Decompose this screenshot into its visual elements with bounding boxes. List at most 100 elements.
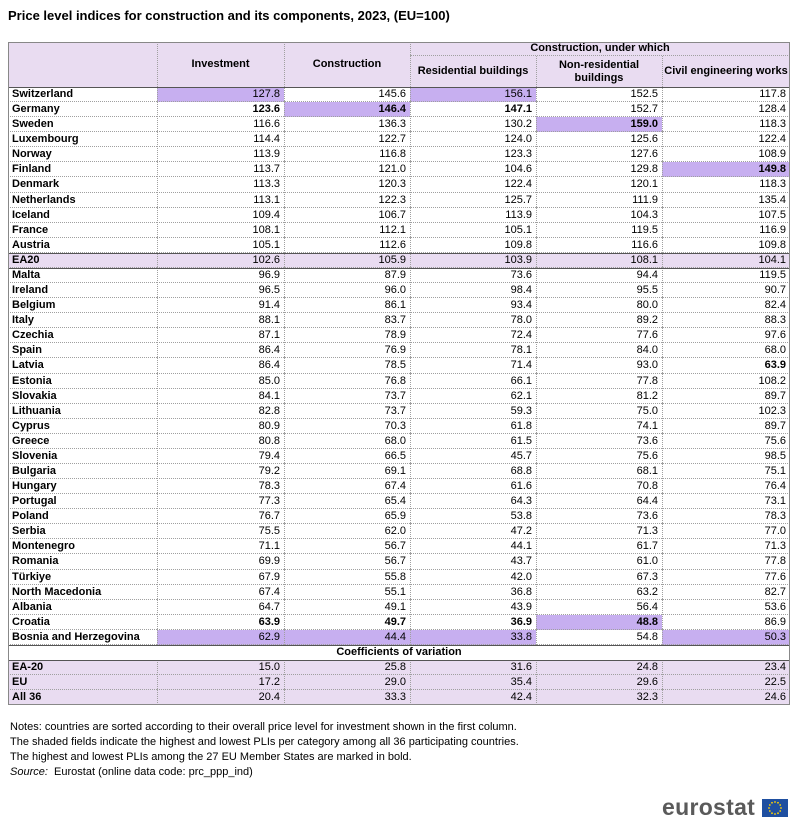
row-label: Croatia	[8, 615, 157, 630]
value-cell: 80.9	[157, 419, 284, 434]
value-cell: 64.7	[157, 600, 284, 615]
value-cell: 56.7	[284, 539, 410, 555]
row-label: Slovakia	[8, 389, 157, 404]
row-label: Bosnia and Herzegovina	[8, 630, 157, 645]
value-cell: 56.7	[284, 554, 410, 570]
value-cell: 77.3	[157, 494, 284, 510]
value-cell: 93.0	[536, 358, 662, 374]
value-cell: 116.6	[536, 238, 662, 253]
value-cell: 149.8	[662, 162, 790, 178]
value-cell: 82.4	[662, 298, 790, 314]
value-cell: 113.3	[157, 177, 284, 193]
star	[780, 807, 782, 809]
value-cell: 94.4	[536, 268, 662, 284]
value-cell: 102.6	[157, 252, 284, 268]
value-cell: 107.5	[662, 208, 790, 223]
value-cell: 108.2	[662, 374, 790, 389]
value-cell: 55.8	[284, 570, 410, 585]
value-cell: 64.4	[536, 494, 662, 510]
row-label: EA-20	[8, 660, 157, 676]
column-header: Investment	[191, 58, 250, 70]
value-cell: 152.7	[536, 102, 662, 118]
row-label: Romania	[8, 554, 157, 570]
value-cell: 81.2	[536, 389, 662, 404]
value-cell: 22.5	[662, 675, 790, 691]
column-line	[284, 42, 285, 645]
value-cell: 67.3	[536, 570, 662, 585]
star	[771, 801, 773, 804]
value-cell: 49.1	[284, 600, 410, 615]
value-cell: 49.7	[284, 615, 410, 630]
value-cell: 125.7	[410, 193, 536, 208]
rule	[8, 267, 790, 269]
value-cell: 76.9	[284, 343, 410, 359]
value-cell: 105.1	[157, 238, 284, 253]
value-cell: 104.6	[410, 162, 536, 178]
value-cell: 127.8	[157, 87, 284, 103]
value-cell: 109.8	[662, 238, 790, 253]
value-cell: 61.0	[536, 554, 662, 570]
value-cell: 122.4	[662, 132, 790, 148]
value-cell: 117.8	[662, 87, 790, 103]
value-cell: 76.7	[157, 509, 284, 525]
note: Notes: countries are sorted according to…	[10, 721, 517, 733]
value-cell: 103.9	[410, 252, 536, 268]
value-cell: 73.7	[284, 389, 410, 404]
value-cell: 95.5	[536, 283, 662, 299]
value-cell: 105.9	[284, 252, 410, 268]
rule	[8, 660, 790, 662]
star	[768, 807, 770, 809]
value-cell: 122.7	[284, 132, 410, 148]
header-bg	[8, 42, 790, 87]
value-cell: 71.4	[410, 358, 536, 374]
value-cell: 76.8	[284, 374, 410, 389]
value-cell: 29.6	[536, 675, 662, 691]
value-cell: 91.4	[157, 298, 284, 314]
value-cell: 145.6	[284, 87, 410, 103]
value-cell: 128.4	[662, 102, 790, 118]
value-cell: 127.6	[536, 147, 662, 163]
value-cell: 36.8	[410, 585, 536, 600]
value-cell: 125.6	[536, 132, 662, 148]
value-cell: 64.3	[410, 494, 536, 510]
value-cell: 120.1	[536, 177, 662, 193]
star	[779, 804, 782, 806]
row-label: Switzerland	[8, 87, 157, 103]
row-label: Montenegro	[8, 539, 157, 555]
source-label: Source:	[10, 766, 48, 778]
value-cell: 71.3	[662, 539, 790, 555]
value-cell: 129.8	[536, 162, 662, 178]
value-cell: 54.8	[536, 630, 662, 645]
row-label: Hungary	[8, 479, 157, 495]
value-cell: 68.0	[662, 343, 790, 359]
cv-header: Coefficients of variation	[336, 645, 462, 658]
row-label: Albania	[8, 600, 157, 615]
row-label: Denmark	[8, 177, 157, 193]
row-label: Italy	[8, 313, 157, 329]
value-cell: 108.1	[157, 223, 284, 238]
row-label: Malta	[8, 268, 157, 284]
value-cell: 73.6	[410, 268, 536, 284]
value-cell: 146.4	[284, 102, 410, 118]
value-cell: 61.6	[410, 479, 536, 495]
value-cell: 102.3	[662, 404, 790, 419]
value-cell: 96.9	[157, 268, 284, 284]
value-cell: 156.1	[410, 87, 536, 103]
row-label: Germany	[8, 102, 157, 118]
star	[768, 804, 771, 806]
value-cell: 78.1	[410, 343, 536, 359]
value-cell: 104.1	[662, 252, 790, 268]
value-cell: 85.0	[157, 374, 284, 389]
value-cell: 87.9	[284, 268, 410, 284]
value-cell: 78.5	[284, 358, 410, 374]
value-cell: 113.9	[157, 147, 284, 163]
value-cell: 135.4	[662, 193, 790, 208]
value-cell: 72.4	[410, 328, 536, 344]
value-cell: 93.4	[410, 298, 536, 314]
value-cell: 61.7	[536, 539, 662, 555]
value-cell: 119.5	[536, 223, 662, 238]
value-cell: 98.5	[662, 449, 790, 464]
value-cell: 75.5	[157, 524, 284, 540]
value-cell: 88.3	[662, 313, 790, 329]
